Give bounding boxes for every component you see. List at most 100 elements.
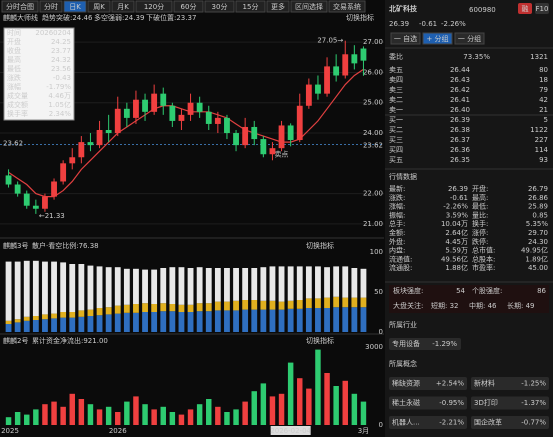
quote-key: 量比: xyxy=(472,210,488,219)
panel-subtitle: 累计资金净流出:921.00 xyxy=(32,336,108,345)
tab-button[interactable] xyxy=(39,0,63,13)
action-button[interactable] xyxy=(454,32,485,45)
y-tick-label: 0 xyxy=(379,421,383,429)
flow-bar xyxy=(287,362,294,425)
price: 26.39 xyxy=(389,20,409,28)
candle-body xyxy=(324,66,330,94)
tag-box[interactable] xyxy=(471,377,549,390)
tab-label: 30分 xyxy=(212,2,228,11)
tab-button[interactable] xyxy=(135,0,173,13)
tag-name: 专用设备 xyxy=(392,339,420,348)
switch-indicator[interactable]: 切换指标 xyxy=(346,13,374,22)
book-level: 买四 xyxy=(389,146,403,154)
strength-key: 个股强度: xyxy=(472,286,502,295)
tab-button[interactable] xyxy=(204,0,235,13)
stack-bar xyxy=(151,269,158,304)
stack-bar xyxy=(78,264,85,311)
switch-indicator[interactable]: 切换指标 xyxy=(306,241,334,250)
flow-bar xyxy=(124,401,130,425)
tab-button[interactable] xyxy=(235,0,266,13)
candle-body xyxy=(78,142,85,158)
flow-bar xyxy=(69,393,75,425)
tag-box[interactable] xyxy=(471,396,549,410)
book-level: 卖五 xyxy=(389,66,403,74)
tab-button[interactable] xyxy=(63,0,87,13)
stack-bar xyxy=(205,311,212,332)
candle-body xyxy=(260,139,267,155)
tag-box[interactable] xyxy=(389,338,461,350)
tag-box[interactable] xyxy=(471,416,549,429)
book-level: 买一 xyxy=(389,116,403,124)
info-key: 开盘 xyxy=(7,37,21,46)
stack-bar xyxy=(233,268,239,301)
book-level: 卖三 xyxy=(389,86,403,94)
tag-box[interactable] xyxy=(389,416,467,429)
quote-value: 1.88亿 xyxy=(445,263,468,272)
flow-bar xyxy=(260,383,267,425)
book-price: 26.44 xyxy=(450,66,471,74)
quote-value: 10.04万 xyxy=(441,220,468,228)
section-title: 所属行业 xyxy=(389,320,417,329)
stack-bar xyxy=(78,310,85,317)
info-key: 涨跌 xyxy=(7,73,21,82)
strength-value: 86 xyxy=(537,287,546,295)
quote-value: 4.45万 xyxy=(445,238,468,246)
badge[interactable] xyxy=(535,3,549,14)
stack-bar xyxy=(114,267,121,306)
tag-box[interactable] xyxy=(389,377,467,390)
tab-label: 60分 xyxy=(181,2,197,11)
quote-value: 1.89亿 xyxy=(525,254,548,263)
quote-key: 最高: xyxy=(472,193,488,202)
tab-button[interactable] xyxy=(111,0,135,13)
stack-bar xyxy=(196,267,203,304)
stack-bar xyxy=(351,307,358,332)
candle-body xyxy=(278,125,285,149)
market-focus: 中期: 46 xyxy=(469,301,497,310)
candle-body xyxy=(96,130,103,146)
max-label: 27.05→ xyxy=(317,37,343,45)
action-button[interactable] xyxy=(422,32,453,45)
x-tick-label: 2026-02-04 xyxy=(270,427,311,435)
flow-bar xyxy=(5,417,12,425)
tag-box[interactable] xyxy=(389,396,467,410)
stack-bar xyxy=(269,266,276,301)
stack-bar xyxy=(32,260,39,316)
tab-button[interactable] xyxy=(266,0,290,13)
stack-bar xyxy=(296,266,303,300)
tab-button[interactable] xyxy=(290,0,328,13)
tag-name: 稀土永磁 xyxy=(392,398,420,407)
action-button[interactable] xyxy=(390,32,421,45)
candle-body xyxy=(196,102,203,112)
stack-bar xyxy=(278,301,285,310)
stack-bar xyxy=(5,320,12,324)
tab-label: 月K xyxy=(117,3,129,11)
stack-bar xyxy=(87,316,94,332)
y-tick-label: 22.00 xyxy=(363,190,383,198)
tab-button[interactable] xyxy=(87,0,111,13)
stack-bar xyxy=(351,268,358,298)
book-price: 26.40 xyxy=(450,106,470,114)
candle-body xyxy=(333,66,340,76)
flow-bar xyxy=(24,414,30,425)
badge[interactable] xyxy=(518,3,532,14)
stack-bar xyxy=(233,310,239,332)
stock-code: 600980 xyxy=(469,6,496,14)
stack-bar xyxy=(151,304,158,312)
market-focus: 长期: 49 xyxy=(507,301,535,310)
candle-body xyxy=(51,181,57,197)
stack-bar xyxy=(251,300,258,310)
stack-bar xyxy=(360,268,367,298)
quote-key: 最低: xyxy=(472,202,488,211)
stack-bar xyxy=(160,303,167,312)
book-price: 26.42 xyxy=(450,86,470,94)
tab-button[interactable] xyxy=(173,0,204,13)
tab-button[interactable] xyxy=(1,0,39,13)
indicator-value: 多空强弱:24.39 xyxy=(94,13,144,22)
switch-indicator[interactable]: 切换指标 xyxy=(306,336,334,345)
panel-subtitle: 散户·看空比例:76.38 xyxy=(32,241,99,250)
candle-body xyxy=(233,133,239,146)
tab-button[interactable] xyxy=(328,0,366,13)
info-key: 时间 xyxy=(7,28,21,37)
panel-title: 麒麟2号 xyxy=(3,336,28,345)
